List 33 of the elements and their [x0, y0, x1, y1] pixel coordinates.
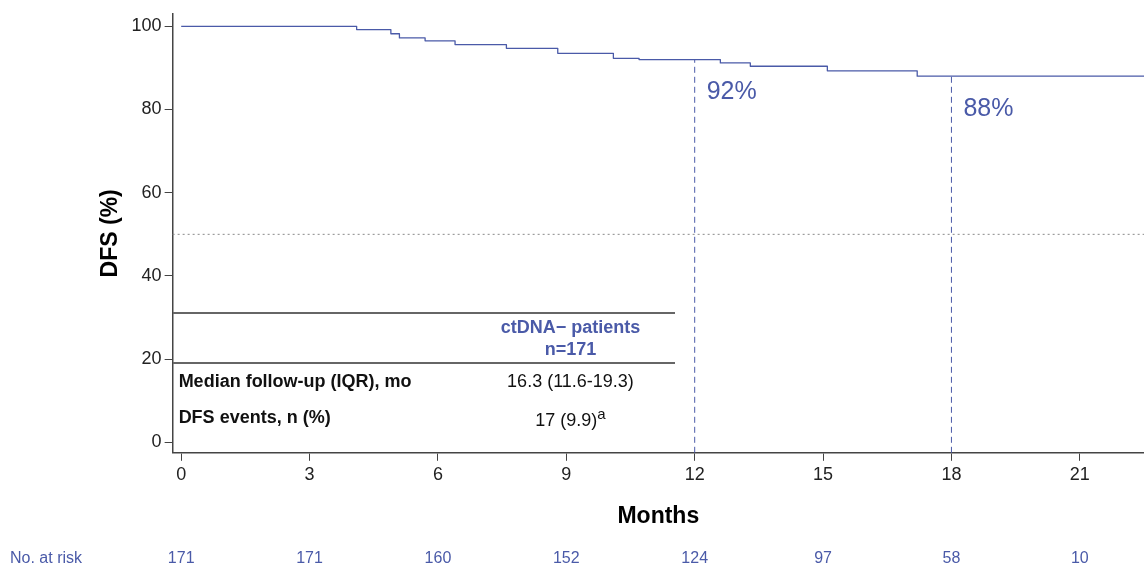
- annotation: Median follow-up (IQR), mo: [177, 371, 413, 393]
- text: 171: [296, 549, 323, 567]
- x-tick-label: 3: [304, 463, 315, 484]
- text: 97: [814, 549, 832, 567]
- y-axis-title: DFS (%): [96, 189, 123, 278]
- x-tick-label: 18: [941, 463, 962, 484]
- x-tick-label: 12: [684, 463, 705, 484]
- annotation: 17 (9.9)$^{a}$: [534, 404, 607, 431]
- x-tick-label: 9: [561, 463, 572, 484]
- y-tick-label: 100: [131, 15, 162, 36]
- annotation: 16.3 (11.6-19.3): [506, 371, 635, 393]
- annotation: 92%: [706, 75, 757, 104]
- x-tick-label: 0: [176, 463, 187, 484]
- annotation: DFS events, n (%): [177, 407, 332, 429]
- text: 124: [681, 549, 709, 567]
- text: 160: [424, 549, 452, 567]
- text: 10: [1070, 549, 1089, 567]
- text: 58: [942, 549, 961, 567]
- x-tick-label: 21: [1069, 463, 1090, 484]
- text: 171: [167, 549, 195, 567]
- y-tick-label: 40: [141, 264, 162, 285]
- y-tick-label: 60: [141, 181, 162, 202]
- text: 152: [552, 549, 580, 567]
- annotation: 88%: [963, 92, 1014, 121]
- y-tick-label: 80: [141, 98, 162, 119]
- annotation: n=171: [544, 338, 597, 359]
- y-tick-label: 0: [151, 431, 162, 452]
- text: No. at risk: [10, 549, 83, 567]
- annotation: ctDNA− patients: [500, 316, 641, 337]
- x-tick-label: 15: [813, 463, 834, 484]
- y-tick-label: 20: [141, 348, 162, 369]
- x-tick-label: 6: [432, 463, 443, 484]
- x-axis-title: Months: [617, 501, 700, 528]
